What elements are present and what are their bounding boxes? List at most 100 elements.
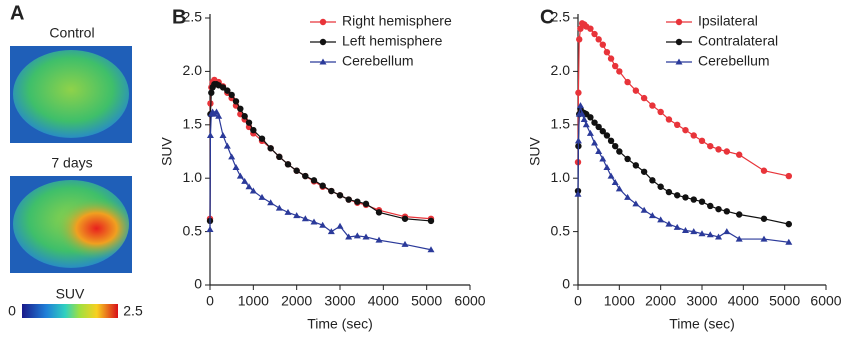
data-point [207, 132, 214, 138]
data-point [666, 189, 672, 195]
data-point [583, 121, 590, 127]
y-tick-label: 2.5 [551, 9, 571, 25]
data-point [363, 201, 369, 207]
data-point [337, 192, 343, 198]
y-tick-label: 0.5 [183, 222, 203, 238]
data-point [595, 148, 602, 154]
data-point [715, 146, 721, 152]
data-point [208, 90, 214, 96]
data-point [228, 153, 235, 159]
x-tick-label: 2000 [645, 293, 676, 309]
data-point [641, 169, 647, 175]
x-tick-label: 3000 [324, 293, 355, 309]
data-point [402, 216, 408, 222]
legend-marker [320, 19, 326, 25]
legend-label: Right hemisphere [342, 13, 452, 29]
data-point [674, 192, 680, 198]
chart: C00.51.01.52.02.501000200030004000500060… [527, 6, 842, 331]
data-point [715, 206, 721, 212]
data-point [691, 196, 697, 202]
data-point [302, 173, 308, 179]
data-point [285, 209, 292, 215]
legend-marker [676, 39, 682, 45]
data-point [250, 127, 256, 133]
y-axis-label: SUV [159, 136, 175, 165]
data-point [224, 143, 231, 149]
data-point [319, 182, 325, 188]
x-tick-label: 4000 [368, 293, 399, 309]
data-point [649, 102, 655, 108]
data-point [276, 205, 283, 211]
data-point [345, 196, 351, 202]
data-point [604, 132, 610, 138]
colorbar-max: 2.5 [123, 303, 143, 319]
image-label: 7 days [51, 155, 92, 171]
data-point [259, 135, 265, 141]
data-point [641, 95, 647, 101]
data-point [207, 226, 214, 232]
data-point [267, 145, 273, 151]
data-point [612, 179, 619, 185]
x-axis-label: Time (sec) [307, 316, 373, 332]
y-tick-label: 1.5 [551, 116, 571, 132]
y-tick-label: 1.5 [183, 116, 203, 132]
data-point [674, 122, 680, 128]
data-point [666, 116, 672, 122]
x-tick-label: 1000 [238, 293, 269, 309]
data-point [608, 55, 614, 61]
data-point [237, 173, 244, 179]
data-point [786, 221, 792, 227]
legend-label: Contralateral [698, 33, 778, 49]
data-point [682, 194, 688, 200]
data-point [575, 90, 581, 96]
x-tick-label: 3000 [686, 293, 717, 309]
data-point [587, 25, 593, 31]
data-point [657, 109, 663, 115]
data-point [624, 156, 630, 162]
data-point [603, 164, 610, 170]
data-point [576, 36, 582, 42]
data-point [707, 203, 713, 209]
chart: B00.51.01.52.02.501000200030004000500060… [159, 6, 486, 331]
data-point [691, 132, 697, 138]
x-tick-label: 0 [206, 293, 214, 309]
data-point [736, 152, 742, 158]
x-axis-label: Time (sec) [669, 316, 735, 332]
data-point [354, 198, 360, 204]
data-point [665, 221, 672, 227]
panel-label: A [10, 2, 24, 24]
data-point [587, 130, 594, 136]
x-tick-label: 1000 [604, 293, 635, 309]
data-point [267, 199, 274, 205]
y-tick-label: 1.0 [551, 169, 571, 185]
data-point [337, 223, 344, 229]
data-point [328, 188, 334, 194]
image-label: Control [49, 25, 94, 41]
data-point [761, 216, 767, 222]
data-point [633, 87, 639, 93]
data-point [595, 36, 601, 42]
y-tick-label: 2.0 [183, 62, 203, 78]
data-point [575, 137, 582, 143]
data-point [624, 79, 630, 85]
data-point [699, 138, 705, 144]
data-point [616, 185, 623, 191]
data-point [600, 42, 606, 48]
brain-image [13, 50, 129, 138]
data-point [657, 216, 664, 222]
data-point [246, 119, 252, 125]
panel-a: A Control 7 days SUV 0 2.5 [8, 2, 143, 318]
data-point [241, 113, 247, 119]
series-line [210, 80, 431, 219]
data-point [608, 173, 615, 179]
data-point [608, 138, 614, 144]
y-tick-label: 1.0 [183, 169, 203, 185]
data-point [604, 49, 610, 55]
data-point [707, 143, 713, 149]
data-point [354, 232, 361, 238]
colorbar [22, 304, 118, 318]
data-point [587, 114, 593, 120]
colorbar-label: SUV [56, 286, 85, 302]
data-point [612, 63, 618, 69]
x-tick-label: 6000 [810, 293, 841, 309]
